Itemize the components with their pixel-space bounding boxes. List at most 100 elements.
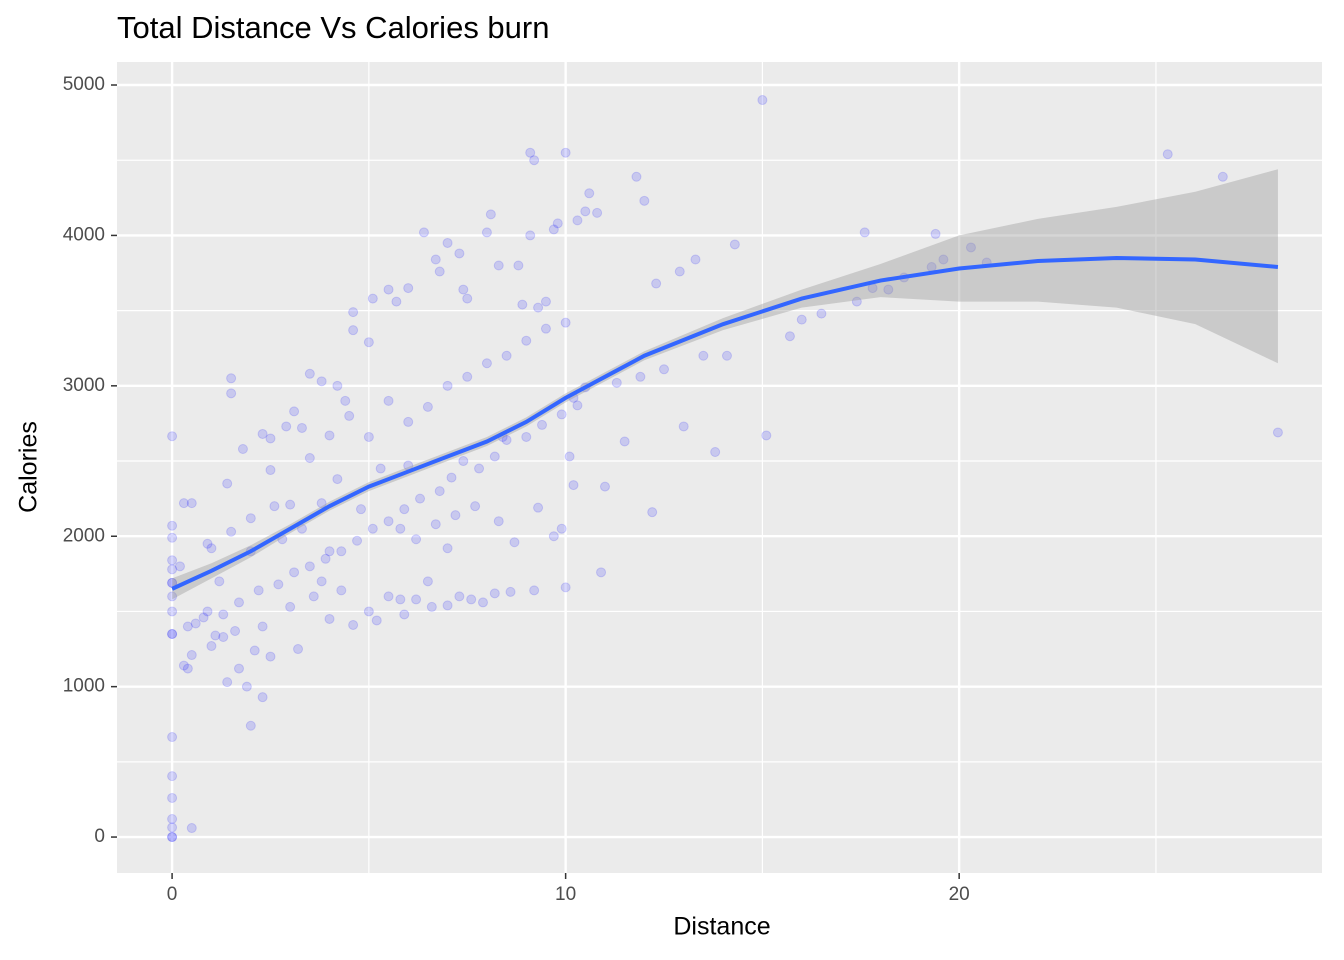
y-tick-label: 5000 bbox=[63, 74, 105, 95]
point bbox=[273, 579, 284, 590]
point bbox=[186, 650, 197, 661]
point bbox=[525, 230, 536, 241]
point bbox=[678, 421, 689, 432]
point bbox=[560, 582, 571, 593]
point bbox=[399, 609, 410, 620]
point bbox=[167, 591, 178, 602]
point bbox=[1272, 427, 1283, 438]
point bbox=[493, 260, 504, 271]
point bbox=[285, 601, 296, 612]
point bbox=[529, 585, 540, 596]
confidence-band bbox=[172, 169, 1278, 600]
point bbox=[462, 371, 473, 382]
x-tick-label: 10 bbox=[555, 884, 576, 905]
point bbox=[1217, 171, 1228, 182]
point bbox=[1162, 149, 1173, 160]
point bbox=[584, 188, 595, 199]
point bbox=[336, 585, 347, 596]
point bbox=[186, 498, 197, 509]
point bbox=[883, 284, 894, 295]
point bbox=[611, 377, 622, 388]
point bbox=[167, 832, 178, 843]
point bbox=[174, 561, 185, 572]
point bbox=[513, 260, 524, 271]
point bbox=[930, 228, 941, 239]
point bbox=[167, 431, 178, 442]
point bbox=[383, 516, 394, 527]
point bbox=[572, 400, 583, 411]
chart-title: Total Distance Vs Calories burn bbox=[117, 10, 549, 45]
point bbox=[619, 436, 630, 447]
point bbox=[529, 155, 540, 166]
point bbox=[501, 350, 512, 361]
point bbox=[442, 380, 453, 391]
point bbox=[521, 431, 532, 442]
point bbox=[324, 613, 335, 624]
point bbox=[466, 594, 477, 605]
point bbox=[454, 248, 465, 259]
point bbox=[316, 498, 327, 509]
point bbox=[167, 792, 178, 803]
point bbox=[596, 567, 607, 578]
point bbox=[647, 507, 658, 518]
point bbox=[206, 543, 217, 554]
point bbox=[395, 523, 406, 534]
point bbox=[289, 567, 300, 578]
point bbox=[296, 422, 307, 433]
point bbox=[572, 215, 583, 226]
point bbox=[206, 641, 217, 652]
point bbox=[418, 227, 429, 238]
point bbox=[222, 677, 233, 688]
point bbox=[304, 453, 315, 464]
point bbox=[178, 660, 189, 671]
smooth-line bbox=[171, 255, 1279, 591]
point bbox=[651, 278, 662, 289]
point bbox=[761, 430, 772, 441]
point bbox=[757, 95, 768, 106]
point bbox=[501, 434, 512, 445]
point bbox=[399, 504, 410, 515]
point bbox=[631, 171, 642, 182]
point bbox=[784, 331, 795, 342]
point bbox=[218, 609, 229, 620]
point bbox=[556, 409, 567, 420]
point bbox=[245, 720, 256, 731]
point bbox=[395, 594, 406, 605]
point bbox=[548, 224, 559, 235]
point bbox=[226, 388, 237, 399]
point bbox=[391, 296, 402, 307]
point bbox=[324, 546, 335, 557]
point bbox=[564, 451, 575, 462]
point bbox=[348, 619, 359, 630]
point bbox=[182, 621, 193, 632]
point bbox=[245, 513, 256, 524]
point bbox=[316, 376, 327, 387]
point bbox=[352, 535, 363, 546]
point bbox=[363, 431, 374, 442]
point bbox=[167, 732, 178, 743]
point bbox=[599, 481, 610, 492]
point bbox=[548, 531, 559, 542]
point bbox=[383, 591, 394, 602]
point bbox=[363, 337, 374, 348]
point bbox=[489, 451, 500, 462]
point bbox=[470, 501, 481, 512]
x-axis-title: Distance bbox=[673, 913, 770, 941]
point bbox=[517, 299, 528, 310]
point bbox=[222, 478, 233, 489]
point bbox=[355, 504, 366, 515]
point bbox=[249, 645, 260, 656]
point bbox=[190, 618, 201, 629]
point bbox=[167, 629, 178, 640]
point bbox=[265, 433, 276, 444]
point bbox=[289, 406, 300, 417]
point bbox=[430, 254, 441, 265]
point bbox=[537, 419, 548, 430]
point bbox=[592, 207, 603, 218]
point bbox=[265, 651, 276, 662]
point bbox=[674, 266, 685, 277]
x-tick-label: 0 bbox=[167, 884, 178, 905]
point bbox=[320, 553, 331, 564]
point bbox=[442, 600, 453, 611]
point bbox=[430, 519, 441, 530]
